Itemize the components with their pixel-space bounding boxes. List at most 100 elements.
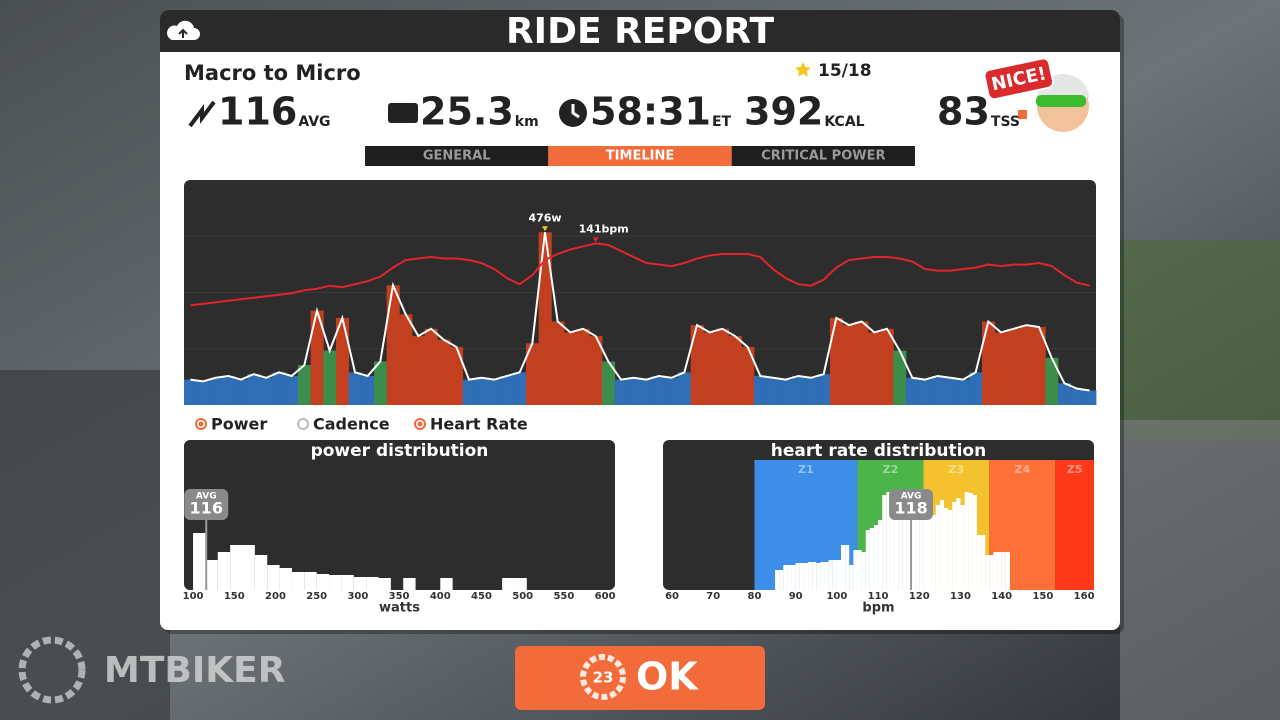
power-bar xyxy=(1020,325,1034,405)
dist-bar xyxy=(440,578,453,590)
tab[interactable] xyxy=(548,146,732,166)
x-tick-label: 300 xyxy=(347,591,368,602)
power-bar xyxy=(652,375,666,405)
x-tick-label: 140 xyxy=(991,591,1012,602)
dist-title: power distribution xyxy=(311,441,489,461)
route-name: Macro to Micro xyxy=(184,61,361,85)
dist-bar xyxy=(205,560,218,590)
road-right xyxy=(1120,420,1280,720)
power-bar xyxy=(323,350,337,405)
power-bar xyxy=(969,372,983,405)
dist-bar xyxy=(832,560,837,590)
power-bar xyxy=(1058,383,1072,405)
countdown-ring xyxy=(580,654,626,700)
power-bar xyxy=(1083,390,1097,405)
dist-bar xyxy=(853,550,858,590)
dist-bar xyxy=(514,578,527,590)
power-bar xyxy=(526,343,540,405)
dist-bar xyxy=(976,535,982,590)
dist-bar xyxy=(820,562,825,590)
x-tick-label: 450 xyxy=(471,591,492,602)
stat-unit: AVG xyxy=(298,114,330,130)
dist-bar xyxy=(972,495,977,590)
zone-label: Z5 xyxy=(1067,463,1083,476)
tab[interactable] xyxy=(731,146,915,166)
avg-value: 118 xyxy=(894,499,927,518)
legend-label[interactable]: Heart Rate xyxy=(430,415,528,434)
heart-rate-line xyxy=(190,242,1090,307)
dist-bar xyxy=(964,492,969,590)
tab-label[interactable]: GENERAL xyxy=(423,149,491,164)
x-tick-label: 100 xyxy=(183,591,204,602)
dist-bar xyxy=(873,525,879,590)
power-bar xyxy=(817,374,831,405)
x-tick-label: 350 xyxy=(389,591,410,602)
avatar-glasses xyxy=(1036,95,1086,107)
dist-bar xyxy=(812,562,817,590)
power-bar xyxy=(754,375,768,405)
stats: 116 AVG 25.3 km 58:31 ET 392 KCAL 83 TSS xyxy=(218,90,1020,134)
x-tick-label: 100 xyxy=(826,591,847,602)
dist-bar xyxy=(886,492,891,590)
x-tick-label: 150 xyxy=(1032,591,1053,602)
tab[interactable] xyxy=(365,146,549,166)
stat-unit: km xyxy=(515,114,539,130)
power-bar xyxy=(855,321,869,405)
x-tick-label: 550 xyxy=(553,591,574,602)
dist-bar xyxy=(242,545,255,590)
countdown: 23 xyxy=(593,669,614,687)
zone xyxy=(1055,460,1094,590)
dist-bar xyxy=(956,498,961,590)
dist-bar xyxy=(329,575,342,590)
stat-value: 116 xyxy=(218,90,297,134)
dist-bar xyxy=(857,550,862,590)
dist-bar xyxy=(865,530,870,590)
star-icon xyxy=(795,62,811,77)
avg-label: AVG xyxy=(901,492,922,502)
dist-bar xyxy=(923,505,928,590)
tab-label[interactable]: TIMELINE xyxy=(606,149,674,164)
power-bar xyxy=(513,372,527,405)
power-bar xyxy=(184,379,198,405)
dist-bar xyxy=(931,515,936,590)
dist-bar xyxy=(193,533,206,590)
power-bar xyxy=(361,375,375,405)
dist-bar xyxy=(915,518,920,590)
power-bar xyxy=(538,232,552,405)
power-bar xyxy=(285,375,299,405)
power-bar xyxy=(336,317,350,405)
x-axis-label: bpm xyxy=(862,601,894,616)
ok-button[interactable] xyxy=(515,646,765,710)
power-bar xyxy=(640,379,654,405)
power-bar xyxy=(374,361,388,405)
dist-bar xyxy=(882,495,887,590)
avg-bubble xyxy=(184,489,229,520)
x-tick-label: 250 xyxy=(306,591,327,602)
power-bar xyxy=(500,375,514,405)
stat-value: 25.3 xyxy=(420,90,514,134)
power-bar xyxy=(247,374,261,405)
x-tick-label: 200 xyxy=(265,591,286,602)
legend-label[interactable]: Cadence xyxy=(313,415,390,434)
power-bar xyxy=(893,350,907,405)
dist-bar xyxy=(894,505,899,590)
dist-bar xyxy=(997,552,1002,590)
x-tick-label: 600 xyxy=(595,591,616,602)
power-bar xyxy=(690,325,704,405)
dist-bar xyxy=(981,535,986,590)
peak-label: 476w xyxy=(528,211,561,224)
dist-bar xyxy=(254,555,268,590)
watermark-logo xyxy=(18,636,86,704)
tab-label[interactable]: CRITICAL POWER xyxy=(761,149,885,164)
dist-bar xyxy=(960,505,965,590)
peak-marker xyxy=(592,237,599,243)
dist-bar xyxy=(939,500,945,590)
dist-bar xyxy=(845,545,850,590)
power-bar xyxy=(728,336,742,405)
legend-label[interactable]: Power xyxy=(211,415,267,434)
power-bar xyxy=(450,346,464,405)
ok-label[interactable]: OK xyxy=(636,655,699,699)
power-bar xyxy=(260,377,274,405)
x-tick-label: 60 xyxy=(665,591,679,602)
power-bar xyxy=(665,377,679,405)
